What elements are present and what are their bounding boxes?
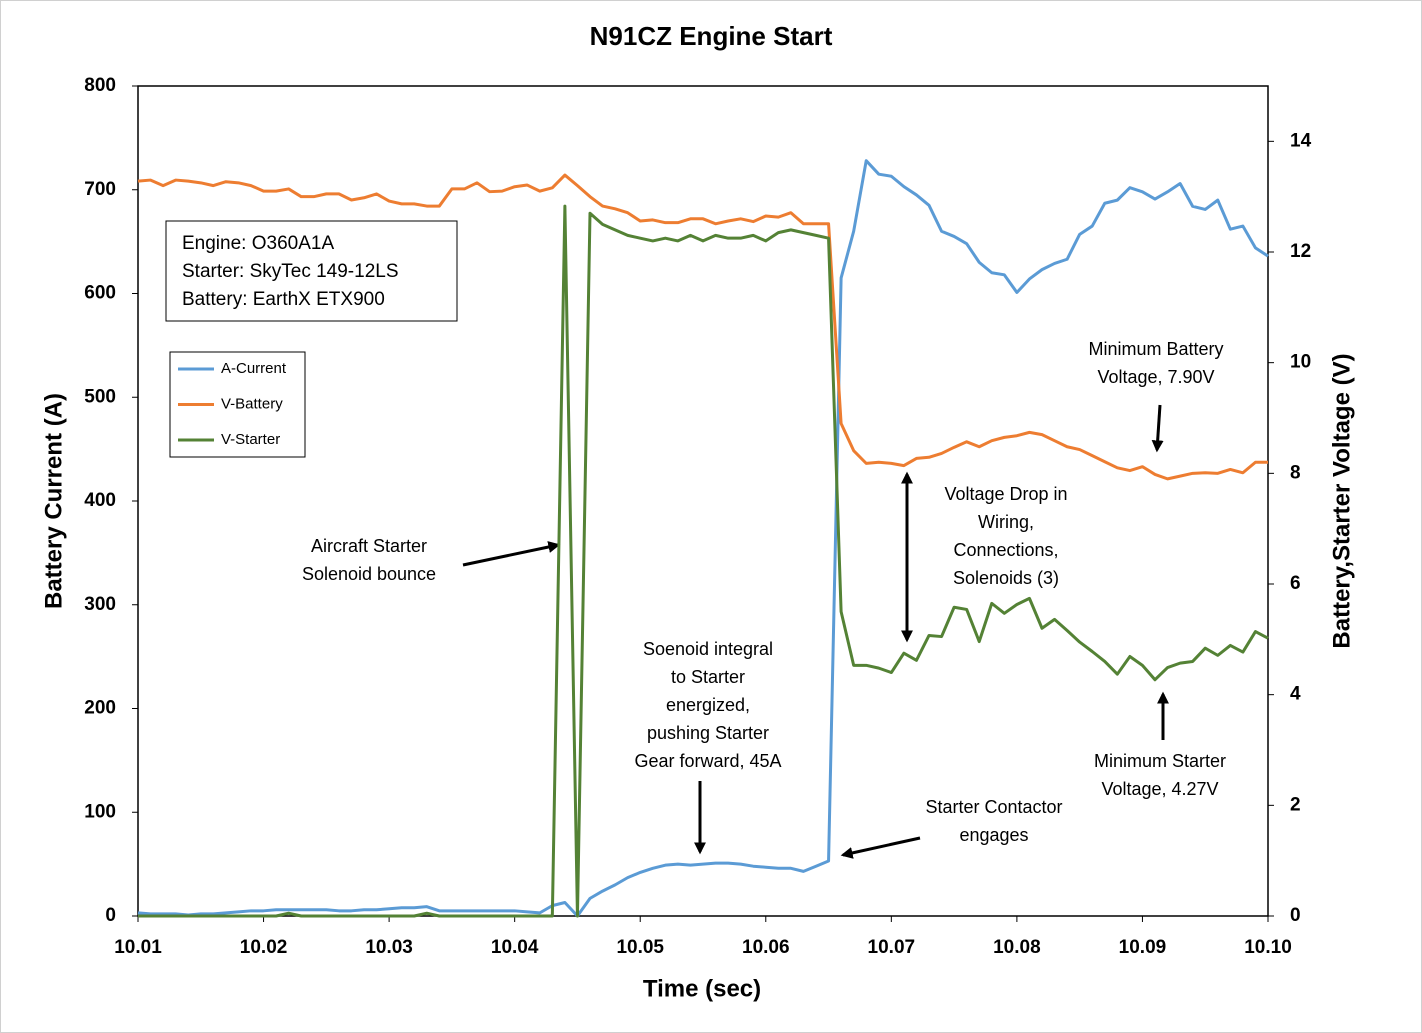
x-tick-label: 10.08 xyxy=(993,937,1041,958)
x-tick-label: 10.03 xyxy=(365,937,413,958)
annotation: Solenoids (3) xyxy=(953,568,1059,588)
legend-label: V-Starter xyxy=(221,431,280,448)
x-tick-label: 10.04 xyxy=(491,937,539,958)
arrows xyxy=(462,404,1169,859)
y-tick-label: 700 xyxy=(84,179,116,200)
series-line xyxy=(138,204,1269,918)
x-tick-label: 10.10 xyxy=(1244,937,1292,958)
annotation: Voltage, 7.90V xyxy=(1097,367,1214,387)
info-box xyxy=(165,220,458,322)
y2-tick-label: 10 xyxy=(1290,352,1311,373)
series-line xyxy=(137,173,1268,481)
y-tick-label: 200 xyxy=(84,698,116,719)
annotation: Gear forward, 45A xyxy=(634,751,781,771)
y-tick-label: 400 xyxy=(84,490,116,511)
x-tick-label: 10.01 xyxy=(114,937,162,958)
y2-tick-label: 4 xyxy=(1290,684,1301,705)
y2-tick-label: 2 xyxy=(1290,794,1301,815)
y-tick-label: 100 xyxy=(84,801,116,822)
y-tick-label: 600 xyxy=(84,283,116,304)
y2-axis-title: Battery,Starter Voltage (V) xyxy=(1328,353,1355,648)
arrow xyxy=(1151,404,1164,453)
x-tick-label: 10.07 xyxy=(868,937,916,958)
annotation: Voltage, 4.27V xyxy=(1101,779,1218,799)
y-tick-label: 300 xyxy=(84,594,116,615)
y2-tick-label: 8 xyxy=(1290,462,1301,483)
info-line: Engine: O360A1A xyxy=(182,233,334,254)
x-axis-title: Time (sec) xyxy=(643,975,761,1002)
arrow xyxy=(462,541,561,567)
x-tick-label: 10.09 xyxy=(1119,937,1167,958)
chart-title: N91CZ Engine Start xyxy=(590,21,833,51)
annotation: Wiring, xyxy=(978,512,1034,532)
annotation: engages xyxy=(959,825,1028,845)
series-line xyxy=(137,159,1269,918)
annotation: Connections, xyxy=(953,540,1058,560)
x-tick-label: 10.02 xyxy=(240,937,288,958)
x-tick-label: 10.06 xyxy=(742,937,790,958)
y2-tick-label: 14 xyxy=(1290,130,1312,151)
y2-tick-label: 12 xyxy=(1290,241,1311,262)
legend-label: V-Battery xyxy=(221,395,283,412)
arrow xyxy=(840,836,921,859)
x-tick-label: 10.05 xyxy=(616,937,664,958)
y-axis-title: Battery Current (A) xyxy=(40,393,67,609)
info-line: Starter: SkyTec 149-12LS xyxy=(182,261,399,282)
annotation: Solenoid bounce xyxy=(302,564,436,584)
annotation: pushing Starter xyxy=(647,723,769,743)
annotation: Voltage Drop in xyxy=(944,484,1067,504)
y-tick-label: 800 xyxy=(84,75,116,96)
y-tick-label: 500 xyxy=(84,386,116,407)
annotation: Minimum Starter xyxy=(1094,751,1226,771)
legend-label: A-Current xyxy=(221,360,287,377)
annotation: energized, xyxy=(666,695,750,715)
annotation: Aircraft Starter xyxy=(311,536,427,556)
annotation: Soenoid integral xyxy=(643,639,773,659)
y-tick-label: 0 xyxy=(105,905,116,926)
annotation: Minimum Battery xyxy=(1088,339,1223,359)
y2-tick-label: 6 xyxy=(1290,573,1301,594)
info-line: Battery: EarthX ETX900 xyxy=(182,289,385,310)
annotation: Starter Contactor xyxy=(925,797,1062,817)
y2-tick-label: 0 xyxy=(1290,905,1301,926)
annotation: to Starter xyxy=(671,667,745,687)
